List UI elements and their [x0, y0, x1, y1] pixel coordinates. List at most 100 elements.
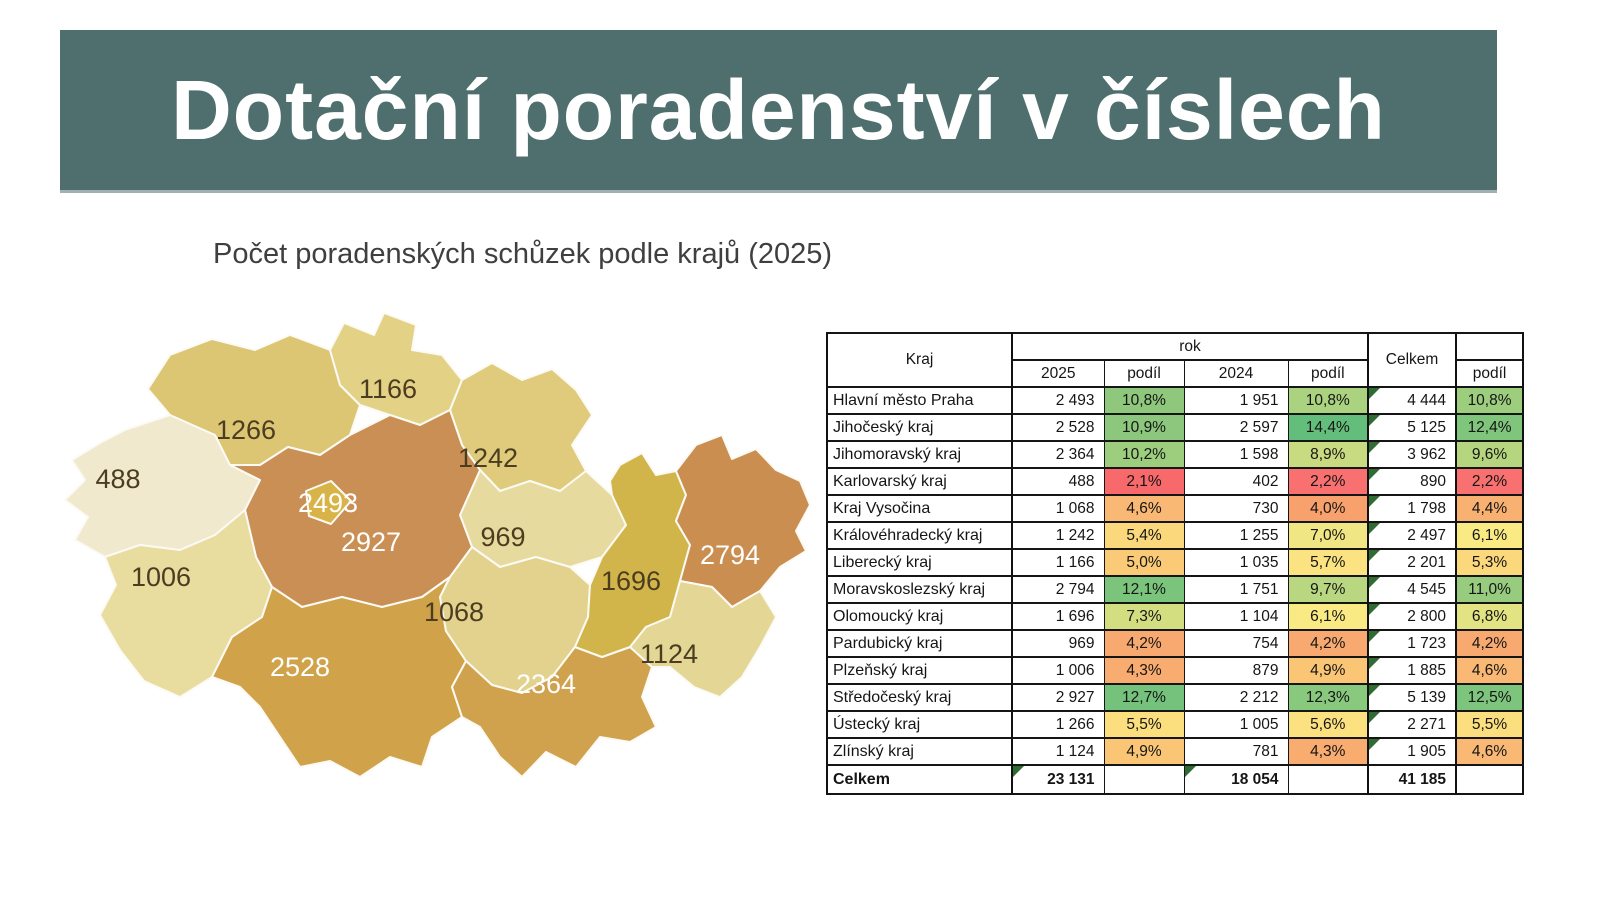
cell-2025: 488 [1011, 468, 1105, 495]
cell-2025: 1 242 [1011, 522, 1105, 549]
cell-celkem: 1 723 [1367, 630, 1457, 657]
cell-kraj: Kraj Vysočina [826, 495, 1013, 522]
corner-triangle-icon [1370, 739, 1381, 750]
cell-2024: 1 104 [1183, 603, 1289, 630]
cell-podil-2025: 4,2% [1103, 630, 1185, 657]
cell-podil-2025: 10,8% [1103, 387, 1185, 414]
cell-podil-2025: 10,9% [1103, 414, 1185, 441]
cell-celkem: 2 497 [1367, 522, 1457, 549]
choropleth-map-svg: 2493 2528 2364 488 1068 1242 1166 2794 1696 969 10… [64, 312, 811, 778]
cell-podil-celkem: 6,1% [1455, 522, 1524, 549]
corner-triangle-icon [1370, 631, 1381, 642]
cell-total-label: Celkem [826, 765, 1013, 794]
cell-kraj: Liberecký kraj [826, 549, 1013, 576]
table-row: Středočeský kraj 2 927 12,7% 2 212 12,3% 5 13… [826, 684, 1524, 711]
table-row: Ústecký kraj 1 266 5,5% 1 005 5,6% 2 271 5,5% [826, 711, 1524, 738]
header-blank [1455, 333, 1524, 360]
table-row: Pardubický kraj 969 4,2% 754 4,2% 1 723 4,2% [826, 630, 1524, 657]
header-podil-2025: podíl [1103, 360, 1185, 387]
cell-celkem: 2 271 [1367, 711, 1457, 738]
cell-podil-celkem: 11,0% [1455, 576, 1524, 603]
cell-celkem: 2 800 [1367, 603, 1457, 630]
map-region-label: 2927 [341, 527, 401, 557]
cell-2024: 1 035 [1183, 549, 1289, 576]
czech-region-map: 2493 2528 2364 488 1068 1242 1166 2794 1696 969 10… [30, 295, 820, 795]
cell-2024: 402 [1183, 468, 1289, 495]
cell-podil-celkem: 9,6% [1455, 441, 1524, 468]
cell-podil-2024: 5,6% [1287, 711, 1369, 738]
cell-2025: 1 696 [1011, 603, 1105, 630]
cell-celkem: 4 545 [1367, 576, 1457, 603]
cell-kraj: Plzeňský kraj [826, 657, 1013, 684]
table-row: Zlínský kraj 1 124 4,9% 781 4,3% 1 905 4,6% [826, 738, 1524, 765]
map-region [451, 646, 657, 778]
cell-podil-2024: 14,4% [1287, 414, 1369, 441]
table-row: Královéhradecký kraj 1 242 5,4% 1 255 7,0% 2 … [826, 522, 1524, 549]
cell-podil-2025: 5,5% [1103, 711, 1185, 738]
cell-kraj: Ústecký kraj [826, 711, 1013, 738]
map-region-label: 1006 [131, 562, 191, 592]
cell-total-celkem: 41 185 [1367, 765, 1457, 794]
total-row: Celkem 23 131 18 054 41 185 [826, 765, 1524, 794]
cell-podil-2025: 4,3% [1103, 657, 1185, 684]
map-region-label: 1266 [216, 415, 276, 445]
cell-2024: 2 212 [1183, 684, 1289, 711]
map-region [459, 469, 627, 568]
cell-podil-2025: 4,6% [1103, 495, 1185, 522]
map-region-label: 1242 [458, 443, 518, 473]
cell-2024: 1 598 [1183, 441, 1289, 468]
map-region-label: 1124 [640, 639, 698, 669]
cell-podil-celkem: 5,3% [1455, 549, 1524, 576]
table-row: Plzeňský kraj 1 006 4,3% 879 4,9% 1 885 4,6% [826, 657, 1524, 684]
cell-podil-celkem: 12,5% [1455, 684, 1524, 711]
cell-total-podil-2024 [1287, 765, 1369, 794]
cell-2025: 1 006 [1011, 657, 1105, 684]
table-row: Jihomoravský kraj 2 364 10,2% 1 598 8,9% 3 96… [826, 441, 1524, 468]
cell-2025: 1 166 [1011, 549, 1105, 576]
map-subtitle: Počet poradenských schůzek podle krajů (… [213, 238, 833, 270]
cell-podil-2024: 6,1% [1287, 603, 1369, 630]
corner-triangle-icon [1370, 388, 1381, 399]
cell-2024: 1 255 [1183, 522, 1289, 549]
corner-triangle-icon [1185, 766, 1196, 777]
cell-podil-2024: 10,8% [1287, 387, 1369, 414]
cell-podil-2025: 7,3% [1103, 603, 1185, 630]
map-region-label: 488 [95, 464, 140, 494]
cell-2024: 730 [1183, 495, 1289, 522]
cell-podil-celkem: 4,6% [1455, 657, 1524, 684]
corner-triangle-icon [1370, 604, 1381, 615]
cell-podil-celkem: 10,8% [1455, 387, 1524, 414]
table-row: Olomoucký kraj 1 696 7,3% 1 104 6,1% 2 800 6,8… [826, 603, 1524, 630]
cell-total-podil-celkem [1455, 765, 1524, 794]
header-podil-celkem: podíl [1455, 360, 1524, 387]
cell-kraj: Zlínský kraj [826, 738, 1013, 765]
corner-triangle-icon [1370, 523, 1381, 534]
cell-celkem: 1 798 [1367, 495, 1457, 522]
cell-2024: 879 [1183, 657, 1289, 684]
cell-2024: 754 [1183, 630, 1289, 657]
map-region-label: 2794 [700, 540, 760, 570]
cell-podil-2025: 12,1% [1103, 576, 1185, 603]
table-row: Karlovarský kraj 488 2,1% 402 2,2% 890 2,2% [826, 468, 1524, 495]
cell-celkem: 890 [1367, 468, 1457, 495]
corner-triangle-icon [1370, 658, 1381, 669]
cell-2025: 2 794 [1011, 576, 1105, 603]
corner-triangle-icon [1370, 496, 1381, 507]
cell-podil-celkem: 12,4% [1455, 414, 1524, 441]
cell-2024: 781 [1183, 738, 1289, 765]
cell-celkem: 3 962 [1367, 441, 1457, 468]
map-region-label: 969 [480, 522, 525, 552]
cell-2025: 2 927 [1011, 684, 1105, 711]
region-data-table: Kraj rok Celkem 2025 podíl 2024 podíl po… [826, 332, 1525, 795]
corner-triangle-icon [1370, 577, 1381, 588]
cell-2025: 1 124 [1011, 738, 1105, 765]
map-region-label: 1696 [601, 566, 661, 596]
cell-podil-celkem: 4,2% [1455, 630, 1524, 657]
map-region-label: 1068 [424, 597, 484, 627]
map-region-label: 2364 [516, 669, 576, 699]
cell-kraj: Hlavní město Praha [826, 387, 1013, 414]
map-region-label: 1166 [359, 374, 417, 404]
header-podil-2024: podíl [1287, 360, 1369, 387]
cell-podil-2025: 5,4% [1103, 522, 1185, 549]
cell-total-podil-2025 [1103, 765, 1185, 794]
